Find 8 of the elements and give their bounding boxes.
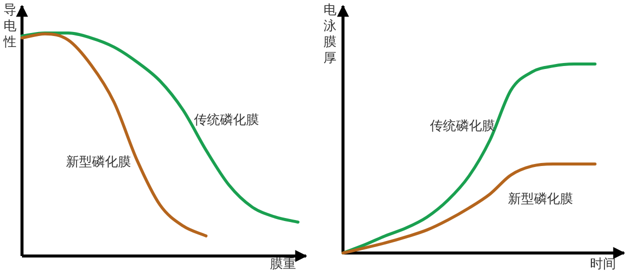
- x-axis-title: 膜重: [270, 257, 296, 272]
- x-axis-title: 时间: [590, 257, 616, 272]
- series-label: 新型磷化膜: [508, 192, 573, 207]
- series-label: 传统磷化膜: [194, 113, 259, 128]
- series-label: 新型磷化膜: [66, 155, 131, 170]
- y-axis-title: 电泳膜厚: [324, 3, 336, 66]
- y-axis-title: 导电性: [2, 3, 16, 50]
- series-label: 传统磷化膜: [430, 119, 495, 134]
